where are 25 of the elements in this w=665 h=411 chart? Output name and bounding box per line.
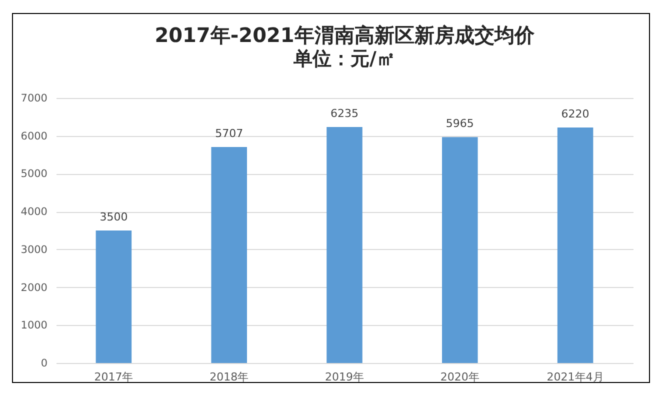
data-label: 3500 [100,210,128,224]
y-tick-label: 3000 [20,244,48,256]
x-tick-label: 2021年4月 [546,370,604,384]
bar [557,128,594,363]
x-tick-label: 2017年 [94,370,134,384]
data-label: 6235 [330,106,358,120]
y-tick-label: 5000 [20,168,48,180]
bar [442,137,478,363]
y-tick-label: 7000 [20,92,48,104]
y-tick-label: 4000 [20,206,48,218]
data-label: 5707 [215,126,244,140]
x-tick-label: 2020年 [440,370,480,384]
bar [326,126,362,363]
y-tick-label: 1000 [20,320,48,332]
bar [211,146,247,363]
data-label: 6220 [561,108,590,121]
y-tick-label: 6000 [20,130,48,142]
y-tick-label: 0 [40,358,48,370]
chart-title: 2017年-2021年渭南高新区新房成交均价 [154,23,536,47]
y-tick-label: 2000 [20,282,48,294]
x-tick-label: 2019年 [325,370,364,384]
x-tick-label: 2018年 [210,370,249,384]
bar [96,230,132,363]
chart-subtitle: 单位：元/㎡ [292,48,396,70]
data-label: 5965 [446,117,474,130]
